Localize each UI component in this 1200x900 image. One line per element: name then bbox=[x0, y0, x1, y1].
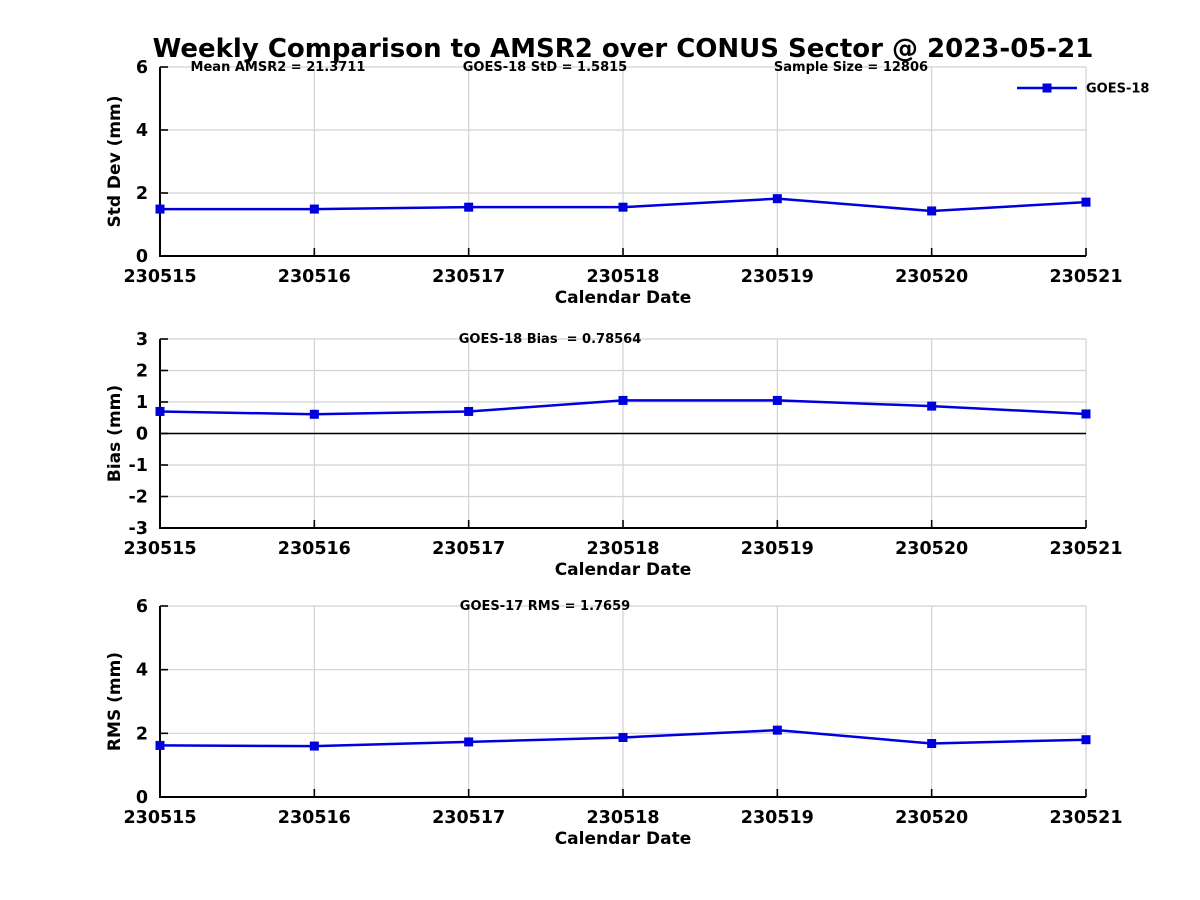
y-tick-label: 1 bbox=[136, 393, 148, 413]
data-point-marker bbox=[927, 206, 937, 216]
data-point-marker bbox=[464, 202, 474, 212]
stddev-subplot: 230515 230516 230517 230518 230519 230520 2305… bbox=[123, 58, 1122, 287]
legend-marker-sample bbox=[1042, 83, 1052, 93]
x-tick-label: 230515 bbox=[123, 267, 196, 287]
data-point-marker bbox=[309, 204, 319, 214]
x-tick-label: 230518 bbox=[586, 539, 659, 559]
x-tick-label: 230515 bbox=[123, 808, 196, 828]
data-point-marker bbox=[1081, 197, 1091, 207]
y-tick-label: 2 bbox=[136, 362, 148, 382]
stddev-y-axis-label: Std Dev (mm) bbox=[105, 95, 125, 227]
chart-title: Weekly Comparison to AMSR2 over CONUS Se… bbox=[152, 34, 1094, 64]
bias-subplot: 230515 230516 230517 230518 230519 230520 2305… bbox=[123, 330, 1122, 559]
legend-label: GOES-18 bbox=[1086, 82, 1149, 97]
bias-x-axis-label: Calendar Date bbox=[555, 560, 692, 580]
stddev-x-axis-label: Calendar Date bbox=[555, 288, 692, 308]
data-point-marker bbox=[772, 194, 782, 204]
y-tick-label: -3 bbox=[129, 519, 148, 539]
data-point-marker bbox=[309, 409, 319, 419]
y-tick-label: -2 bbox=[129, 488, 148, 508]
stddev-annotation-mean: Mean AMSR2 = 21.3711 bbox=[191, 60, 366, 75]
data-point-marker bbox=[155, 204, 165, 214]
x-tick-label: 230518 bbox=[586, 267, 659, 287]
y-tick-label: 2 bbox=[136, 724, 148, 744]
data-point-marker bbox=[1081, 409, 1091, 419]
y-tick-label: 0 bbox=[136, 425, 148, 445]
y-tick-label: 3 bbox=[136, 330, 148, 350]
data-point-marker bbox=[155, 406, 165, 416]
bias-annotation: GOES-18 Bias = 0.78564 bbox=[459, 332, 642, 347]
x-tick-label: 230518 bbox=[586, 808, 659, 828]
x-tick-label: 230516 bbox=[278, 539, 351, 559]
x-tick-label: 230516 bbox=[278, 808, 351, 828]
data-point-marker bbox=[155, 740, 165, 750]
data-point-marker bbox=[618, 202, 628, 212]
data-point-marker bbox=[618, 732, 628, 742]
data-point-marker bbox=[927, 401, 937, 411]
stddev-annotation-samplesize: Sample Size = 12806 bbox=[774, 60, 928, 75]
x-tick-label: 230520 bbox=[895, 539, 968, 559]
y-tick-label: 0 bbox=[136, 788, 148, 808]
data-point-marker bbox=[1081, 735, 1091, 745]
x-tick-label: 230517 bbox=[432, 539, 505, 559]
x-tick-label: 230517 bbox=[432, 808, 505, 828]
y-tick-label: 6 bbox=[136, 597, 148, 617]
y-tick-label: -1 bbox=[129, 456, 148, 476]
bias-y-axis-label: Bias (mm) bbox=[105, 385, 125, 482]
y-tick-label: 4 bbox=[136, 121, 148, 141]
y-tick-label: 6 bbox=[136, 58, 148, 78]
data-point-marker bbox=[309, 741, 319, 751]
stddev-annotation-std: GOES-18 StD = 1.5815 bbox=[463, 60, 627, 75]
y-tick-label: 0 bbox=[136, 247, 148, 267]
x-tick-label: 230515 bbox=[123, 539, 196, 559]
x-tick-label: 230520 bbox=[895, 267, 968, 287]
rms-subplot: 230515 230516 230517 230518 230519 230520 2305… bbox=[123, 597, 1122, 828]
rms-y-axis-label: RMS (mm) bbox=[105, 652, 125, 751]
rms-annotation: GOES-17 RMS = 1.7659 bbox=[460, 599, 630, 614]
x-tick-label: 230521 bbox=[1049, 808, 1122, 828]
generated-plot-layer: 230515 230516 230517 230518 230519 230520 2305… bbox=[123, 58, 1122, 828]
x-tick-label: 230520 bbox=[895, 808, 968, 828]
x-tick-label: 230519 bbox=[741, 267, 814, 287]
x-tick-label: 230519 bbox=[741, 539, 814, 559]
data-point-marker bbox=[464, 406, 474, 416]
data-point-marker bbox=[464, 737, 474, 747]
rms-x-axis-label: Calendar Date bbox=[555, 829, 692, 849]
x-tick-label: 230521 bbox=[1049, 267, 1122, 287]
x-tick-label: 230516 bbox=[278, 267, 351, 287]
x-tick-label: 230519 bbox=[741, 808, 814, 828]
y-tick-label: 4 bbox=[136, 661, 148, 681]
data-point-marker bbox=[927, 739, 937, 749]
data-point-marker bbox=[618, 395, 628, 405]
legend: GOES-18 bbox=[1017, 82, 1149, 97]
x-tick-label: 230521 bbox=[1049, 539, 1122, 559]
x-tick-label: 230517 bbox=[432, 267, 505, 287]
data-point-marker bbox=[772, 395, 782, 405]
data-point-marker bbox=[772, 725, 782, 735]
y-tick-label: 2 bbox=[136, 184, 148, 204]
